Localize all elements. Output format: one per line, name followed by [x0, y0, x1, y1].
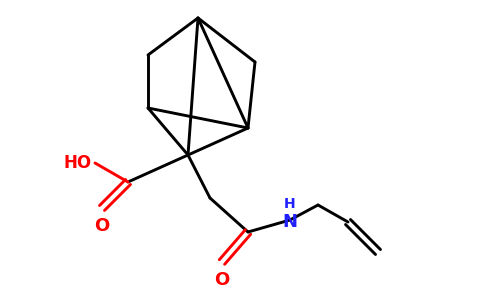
Text: H: H	[284, 197, 296, 211]
Text: HO: HO	[64, 154, 92, 172]
Text: O: O	[214, 271, 229, 289]
Text: O: O	[94, 217, 109, 235]
Text: N: N	[283, 213, 298, 231]
